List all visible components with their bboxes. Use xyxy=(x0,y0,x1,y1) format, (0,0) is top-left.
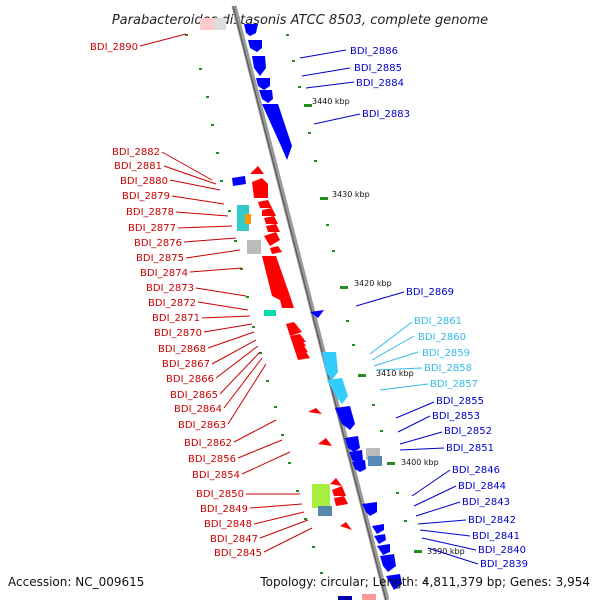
gene-label: BDI_2854 xyxy=(192,470,240,481)
gene-label: BDI_2855 xyxy=(436,396,484,407)
gene-label: BDI_2874 xyxy=(140,268,188,279)
gene-label: BDI_2882 xyxy=(112,147,160,158)
gene-label: BDI_2880 xyxy=(120,176,168,187)
accession-text: Accession: NC_009615 xyxy=(8,575,144,589)
gene-label: BDI_2863 xyxy=(178,420,226,431)
gene-label: BDI_2848 xyxy=(204,519,252,530)
other-features xyxy=(200,18,382,600)
gene-label: BDI_2860 xyxy=(418,332,466,343)
gene-label: BDI_2875 xyxy=(136,253,184,264)
reverse-strand-genes xyxy=(232,24,402,590)
gene-label: BDI_2884 xyxy=(356,78,404,89)
left-label-texts: BDI_2890 BDI_2882 BDI_2881 BDI_2880 BDI_… xyxy=(90,42,262,559)
right-label-texts: BDI_2886 BDI_2885 BDI_2884 BDI_2883 BDI_… xyxy=(350,46,528,570)
gene-label: BDI_2864 xyxy=(174,404,222,415)
track-dot-guides xyxy=(185,34,427,582)
gene-label: BDI_2873 xyxy=(146,283,194,294)
gene-label: BDI_2885 xyxy=(354,63,402,74)
genome-title: Parabacteroides distasonis ATCC 8503, co… xyxy=(112,13,488,28)
left-labels xyxy=(139,33,313,553)
genome-backbone xyxy=(231,5,390,600)
gene-label: BDI_2877 xyxy=(128,223,176,234)
right-labels-light xyxy=(369,321,429,391)
gene-label: BDI_2841 xyxy=(472,531,520,542)
scale-tick-label: 3440 kbp xyxy=(312,97,350,106)
gene-label: BDI_2851 xyxy=(446,443,494,454)
gene-label: BDI_2886 xyxy=(350,46,398,57)
scale-tick-label: 3410 kbp xyxy=(376,369,414,378)
gene-label: BDI_2857 xyxy=(430,379,478,390)
gene-label: BDI_2850 xyxy=(196,489,244,500)
scale-tick-label: 3400 kbp xyxy=(401,458,439,467)
gene-label: BDI_2839 xyxy=(480,559,528,570)
gene-label: BDI_2840 xyxy=(478,545,526,556)
gene-label: BDI_2853 xyxy=(432,411,480,422)
gene-label: BDI_2846 xyxy=(452,465,500,476)
gene-label: BDI_2865 xyxy=(170,390,218,401)
gene-label: BDI_2878 xyxy=(126,207,174,218)
scale-tick-label: 3420 kbp xyxy=(354,279,392,288)
gene-label: BDI_2859 xyxy=(422,348,470,359)
gene-label: BDI_2844 xyxy=(458,481,506,492)
gene-label: BDI_2883 xyxy=(362,109,410,120)
gene-label: BDI_2852 xyxy=(444,426,492,437)
scale-tick-label: 3390 kbp xyxy=(427,547,465,556)
gene-label: BDI_2879 xyxy=(122,191,170,202)
gene-label: BDI_2861 xyxy=(414,316,462,327)
gene-label: BDI_2843 xyxy=(462,497,510,508)
gene-label: BDI_2856 xyxy=(188,454,236,465)
gene-label: BDI_2842 xyxy=(468,515,516,526)
gene-label: BDI_2872 xyxy=(148,298,196,309)
forward-strand-genes xyxy=(250,166,352,530)
scale-ticks: 3440 kbp 3430 kbp 3420 kbp 3410 kbp 3400… xyxy=(312,97,465,556)
gene-label: BDI_2866 xyxy=(166,374,214,385)
gene-label: BDI_2868 xyxy=(158,344,206,355)
gene-label: BDI_2858 xyxy=(424,363,472,374)
gene-label: BDI_2871 xyxy=(152,313,200,324)
gene-label: BDI_2881 xyxy=(114,161,162,172)
gene-label: BDI_2845 xyxy=(214,548,262,559)
gene-label: BDI_2862 xyxy=(184,438,232,449)
genome-summary-text: Topology: circular; Length: 4,811,379 bp… xyxy=(259,575,590,589)
gene-label: BDI_2869 xyxy=(406,287,454,298)
gene-label: BDI_2867 xyxy=(162,359,210,370)
gene-label: BDI_2890 xyxy=(90,42,138,53)
reverse-strand-genes-light xyxy=(322,352,348,404)
gene-label: BDI_2849 xyxy=(200,504,248,515)
gene-label: BDI_2870 xyxy=(154,328,202,339)
scale-tick-label: 3430 kbp xyxy=(332,190,370,199)
right-labels xyxy=(299,49,479,565)
gene-label: BDI_2847 xyxy=(210,534,258,545)
gene-label: BDI_2876 xyxy=(134,238,182,249)
